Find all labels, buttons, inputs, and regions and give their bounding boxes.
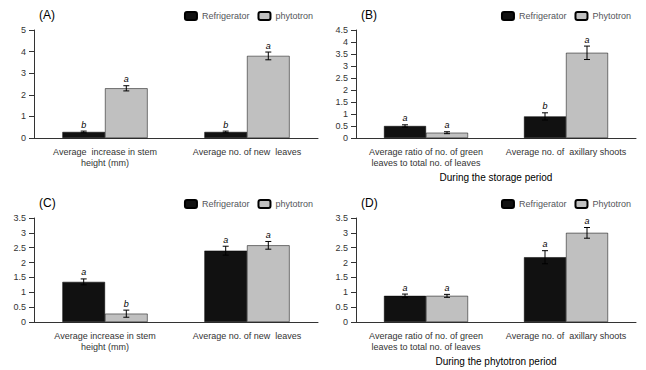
svg-text:2.5: 2.5	[13, 243, 26, 253]
svg-text:1: 1	[343, 109, 348, 119]
svg-text:1.5: 1.5	[335, 272, 348, 282]
svg-text:a: a	[223, 235, 228, 245]
svg-text:(C): (C)	[39, 196, 56, 210]
svg-text:b: b	[223, 120, 228, 130]
svg-text:3: 3	[21, 228, 26, 238]
svg-text:Average increase in stem: Average increase in stem	[54, 331, 155, 341]
svg-text:1.5: 1.5	[335, 97, 348, 107]
svg-text:3.5: 3.5	[335, 49, 348, 59]
svg-text:Average increase in stem: Average increase in stem	[53, 147, 157, 157]
svg-text:a: a	[402, 283, 407, 293]
svg-text:(A): (A)	[39, 8, 55, 22]
svg-text:a: a	[266, 41, 271, 51]
svg-text:4: 4	[21, 47, 26, 57]
svg-text:Refrigerator: Refrigerator	[202, 199, 250, 209]
svg-text:a: a	[584, 216, 589, 226]
svg-text:0.5: 0.5	[335, 302, 348, 312]
svg-text:a: a	[402, 113, 407, 123]
svg-text:3.5: 3.5	[13, 213, 26, 223]
svg-text:0: 0	[343, 317, 348, 327]
svg-text:1: 1	[343, 287, 348, 297]
svg-text:height (mm): height (mm)	[81, 158, 129, 168]
svg-text:Average ratio of no. of green: Average ratio of no. of green	[369, 147, 483, 157]
svg-text:5: 5	[21, 25, 26, 35]
svg-text:0: 0	[343, 133, 348, 143]
svg-text:a: a	[124, 74, 129, 84]
svg-text:3: 3	[343, 228, 348, 238]
svg-text:Refrigerator: Refrigerator	[519, 199, 567, 209]
svg-text:0.5: 0.5	[335, 121, 348, 131]
svg-text:Phytotron: Phytotron	[592, 199, 631, 209]
svg-text:(B): (B)	[361, 8, 377, 22]
svg-text:1: 1	[21, 111, 26, 121]
svg-text:3: 3	[21, 68, 26, 78]
svg-text:2: 2	[343, 258, 348, 268]
svg-text:Refrigerator: Refrigerator	[202, 11, 250, 21]
svg-text:3.5: 3.5	[335, 213, 348, 223]
svg-text:2.5: 2.5	[335, 73, 348, 83]
svg-text:Average no. of axillary shoot: Average no. of axillary shoots	[506, 331, 627, 341]
svg-text:height (mm): height (mm)	[81, 342, 129, 352]
svg-text:a: a	[444, 120, 449, 130]
svg-text:a: a	[81, 267, 86, 277]
svg-text:2: 2	[343, 85, 348, 95]
svg-text:b: b	[81, 120, 86, 130]
svg-text:a: a	[584, 35, 589, 45]
svg-text:b: b	[124, 299, 129, 309]
svg-text:2: 2	[21, 90, 26, 100]
svg-text:b: b	[542, 101, 547, 111]
svg-text:(D): (D)	[361, 196, 378, 210]
svg-text:leaves to total no. of leaves: leaves to total no. of leaves	[371, 158, 481, 168]
svg-text:1.5: 1.5	[13, 272, 26, 282]
svg-text:0.5: 0.5	[13, 302, 26, 312]
svg-text:phytotron: phytotron	[275, 199, 313, 209]
svg-text:2: 2	[21, 258, 26, 268]
svg-text:Average no. of new leaves: Average no. of new leaves	[193, 147, 302, 157]
svg-text:4.5: 4.5	[335, 25, 348, 35]
svg-text:2.5: 2.5	[335, 243, 348, 253]
svg-text:During the storage period: During the storage period	[440, 172, 553, 183]
svg-text:Refrigerator: Refrigerator	[519, 11, 567, 21]
svg-text:0: 0	[21, 317, 26, 327]
svg-text:1: 1	[21, 287, 26, 297]
svg-text:Average ratio of no. of green: Average ratio of no. of green	[369, 331, 483, 341]
svg-text:4: 4	[343, 37, 348, 47]
svg-text:phytotron: phytotron	[275, 11, 313, 21]
svg-text:Phytotron: Phytotron	[592, 11, 631, 21]
svg-text:0: 0	[21, 133, 26, 143]
svg-text:leaves to total no. of leaves: leaves to total no. of leaves	[371, 342, 481, 352]
svg-text:Average no. of axillary shoot: Average no. of axillary shoots	[506, 147, 627, 157]
svg-text:During the phytotron period: During the phytotron period	[435, 356, 556, 367]
svg-text:3: 3	[343, 61, 348, 71]
svg-text:Average no. of new leaves: Average no. of new leaves	[193, 331, 302, 341]
svg-text:a: a	[444, 283, 449, 293]
svg-text:a: a	[542, 239, 547, 249]
svg-text:a: a	[266, 230, 271, 240]
